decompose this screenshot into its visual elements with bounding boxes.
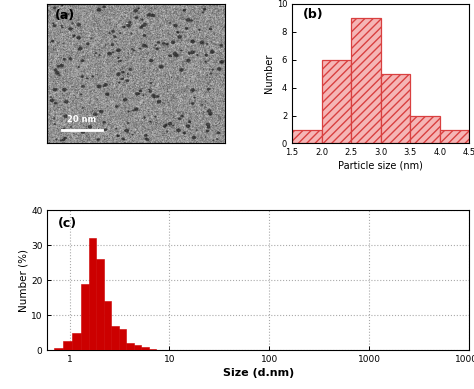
Bar	[440, 130, 469, 144]
Bar	[127, 343, 134, 350]
Bar	[351, 18, 381, 144]
Text: (a): (a)	[55, 9, 75, 23]
Bar	[104, 301, 111, 350]
Text: (b): (b)	[302, 8, 323, 21]
Bar	[89, 238, 96, 350]
Bar	[410, 116, 440, 144]
Y-axis label: Number: Number	[264, 54, 274, 93]
Bar	[141, 347, 149, 350]
Bar	[63, 342, 72, 350]
Bar	[96, 259, 104, 350]
Text: (c): (c)	[58, 217, 77, 230]
Bar	[54, 349, 63, 350]
X-axis label: Particle size (nm): Particle size (nm)	[338, 160, 423, 170]
Bar	[118, 329, 127, 350]
Bar	[81, 284, 89, 350]
Bar	[292, 130, 321, 144]
X-axis label: Size (d.nm): Size (d.nm)	[223, 368, 294, 378]
Text: 20 nm: 20 nm	[67, 115, 97, 124]
Bar	[381, 74, 410, 144]
Y-axis label: Number (%): Number (%)	[18, 249, 28, 312]
Bar	[72, 333, 81, 350]
Bar	[111, 326, 118, 350]
Bar	[321, 60, 351, 144]
Bar	[134, 345, 141, 350]
Bar	[149, 349, 156, 350]
